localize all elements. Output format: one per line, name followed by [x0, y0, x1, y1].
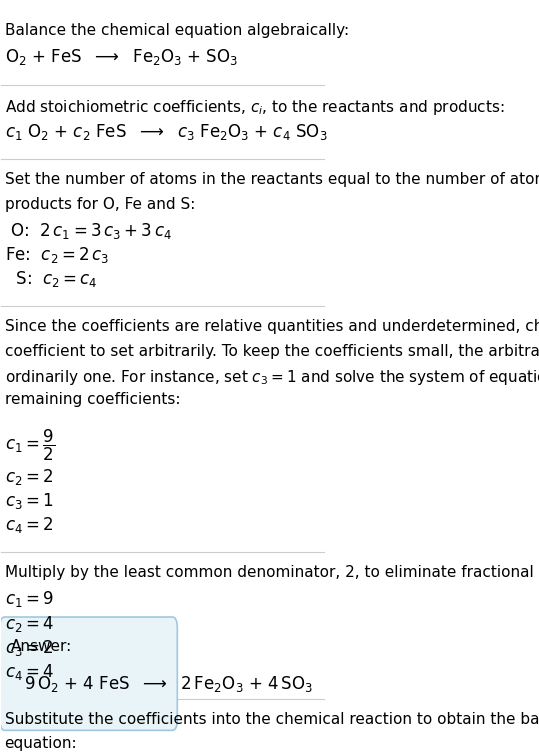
Text: ordinarily one. For instance, set $c_3 = 1$ and solve the system of equations fo: ordinarily one. For instance, set $c_3 =… [5, 368, 539, 387]
Text: remaining coefficients:: remaining coefficients: [5, 392, 180, 407]
Text: $c_2 = 2$: $c_2 = 2$ [5, 467, 53, 487]
Text: Since the coefficients are relative quantities and underdetermined, choose a: Since the coefficients are relative quan… [5, 320, 539, 335]
Text: $c_1$ $\mathrm{O_2}$ + $c_2$ FeS  $\longrightarrow$  $c_3$ $\mathrm{Fe_2O_3}$ + : $c_1$ $\mathrm{O_2}$ + $c_2$ FeS $\longr… [5, 122, 327, 142]
Text: $\mathrm{O_2}$ + FeS  $\longrightarrow$  $\mathrm{Fe_2O_3}$ + $\mathrm{SO_3}$: $\mathrm{O_2}$ + FeS $\longrightarrow$ $… [5, 47, 238, 68]
Text: S:  $c_2 = c_4$: S: $c_2 = c_4$ [5, 269, 97, 289]
Text: Add stoichiometric coefficients, $c_i$, to the reactants and products:: Add stoichiometric coefficients, $c_i$, … [5, 98, 504, 117]
Text: $c_3 = 2$: $c_3 = 2$ [5, 638, 53, 658]
FancyBboxPatch shape [0, 617, 177, 730]
Text: $c_1 = 9$: $c_1 = 9$ [5, 590, 53, 609]
Text: Multiply by the least common denominator, 2, to eliminate fractional coefficient: Multiply by the least common denominator… [5, 566, 539, 581]
Text: Fe:  $c_2 = 2\,c_3$: Fe: $c_2 = 2\,c_3$ [5, 245, 109, 265]
Text: products for O, Fe and S:: products for O, Fe and S: [5, 196, 195, 211]
Text: $c_4 = 2$: $c_4 = 2$ [5, 515, 53, 535]
Text: O:  $2\,c_1 = 3\,c_3 + 3\,c_4$: O: $2\,c_1 = 3\,c_3 + 3\,c_4$ [5, 221, 172, 241]
Text: Balance the chemical equation algebraically:: Balance the chemical equation algebraica… [5, 23, 349, 38]
Text: $c_4 = 4$: $c_4 = 4$ [5, 662, 54, 682]
Text: $c_3 = 1$: $c_3 = 1$ [5, 491, 53, 511]
Text: Set the number of atoms in the reactants equal to the number of atoms in the: Set the number of atoms in the reactants… [5, 172, 539, 187]
Text: Answer:: Answer: [11, 639, 72, 654]
Text: Substitute the coefficients into the chemical reaction to obtain the balanced: Substitute the coefficients into the che… [5, 712, 539, 727]
Text: coefficient to set arbitrarily. To keep the coefficients small, the arbitrary va: coefficient to set arbitrarily. To keep … [5, 344, 539, 359]
Text: $9\,\mathrm{O_2}$ + 4 FeS  $\longrightarrow$  $2\,\mathrm{Fe_2O_3}$ + $4\,\mathr: $9\,\mathrm{O_2}$ + 4 FeS $\longrightarr… [24, 675, 313, 694]
Text: $c_2 = 4$: $c_2 = 4$ [5, 614, 54, 634]
Text: $c_1 = \dfrac{9}{2}$: $c_1 = \dfrac{9}{2}$ [5, 428, 54, 463]
Text: equation:: equation: [5, 736, 77, 751]
